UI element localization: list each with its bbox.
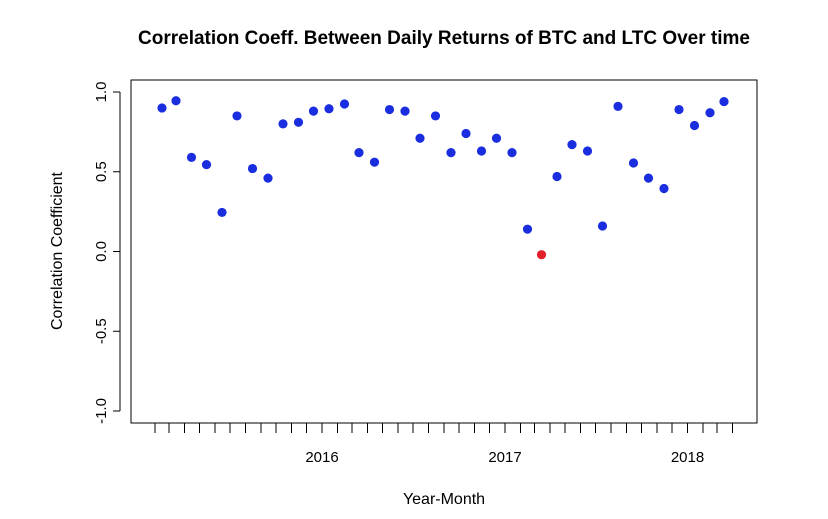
data-point bbox=[628, 158, 639, 168]
x-tick-label: 2016 bbox=[305, 449, 338, 466]
data-point bbox=[324, 104, 334, 114]
data-point bbox=[552, 171, 562, 182]
data-point bbox=[415, 133, 425, 143]
y-axis: -1.0 -0.5 0.0 0.5 1.0 bbox=[93, 82, 121, 424]
data-point bbox=[369, 157, 380, 167]
x-tick-label: 2018 bbox=[671, 449, 704, 466]
data-point bbox=[263, 173, 273, 183]
data-point-highlight bbox=[536, 250, 547, 260]
data-points bbox=[157, 96, 729, 260]
data-point bbox=[643, 173, 654, 183]
data-point bbox=[293, 117, 304, 127]
data-point bbox=[308, 106, 319, 116]
data-point bbox=[430, 111, 441, 121]
data-point bbox=[354, 148, 364, 158]
data-point bbox=[247, 163, 258, 174]
y-tick-label: -0.5 bbox=[93, 318, 110, 344]
data-point bbox=[659, 183, 669, 194]
x-axis: 2016 2017 2018 bbox=[154, 422, 733, 466]
plot-area-frame bbox=[130, 79, 758, 424]
data-point bbox=[278, 119, 288, 129]
data-point bbox=[339, 99, 350, 109]
y-tick-label: -1.0 bbox=[93, 398, 110, 424]
data-point bbox=[674, 104, 684, 115]
data-point bbox=[613, 101, 623, 111]
data-point bbox=[157, 103, 167, 113]
data-point bbox=[476, 146, 487, 156]
data-point bbox=[522, 224, 533, 234]
data-point bbox=[567, 140, 577, 150]
data-point bbox=[384, 104, 395, 115]
data-point bbox=[689, 120, 700, 131]
x-tick-label: 2017 bbox=[488, 449, 521, 466]
data-point bbox=[217, 207, 227, 218]
data-point bbox=[232, 111, 242, 121]
data-point bbox=[461, 128, 471, 139]
data-point bbox=[705, 108, 715, 118]
data-point bbox=[491, 133, 502, 143]
y-tick-label: 1.0 bbox=[93, 82, 110, 103]
x-axis-label: Year-Month bbox=[403, 491, 485, 508]
data-point bbox=[582, 146, 593, 156]
chart-title: Correlation Coeff. Between Daily Returns… bbox=[138, 28, 750, 49]
data-point bbox=[400, 106, 410, 116]
data-point bbox=[171, 96, 181, 106]
y-tick-label: 0.5 bbox=[93, 161, 110, 182]
data-point bbox=[507, 148, 517, 158]
y-tick-label: 0.0 bbox=[93, 241, 110, 262]
data-point bbox=[597, 221, 608, 231]
data-point bbox=[201, 159, 212, 170]
data-point bbox=[186, 152, 197, 162]
data-point bbox=[719, 96, 729, 107]
y-axis-label: Correlation Coefficient bbox=[49, 171, 66, 330]
data-point bbox=[446, 148, 456, 158]
